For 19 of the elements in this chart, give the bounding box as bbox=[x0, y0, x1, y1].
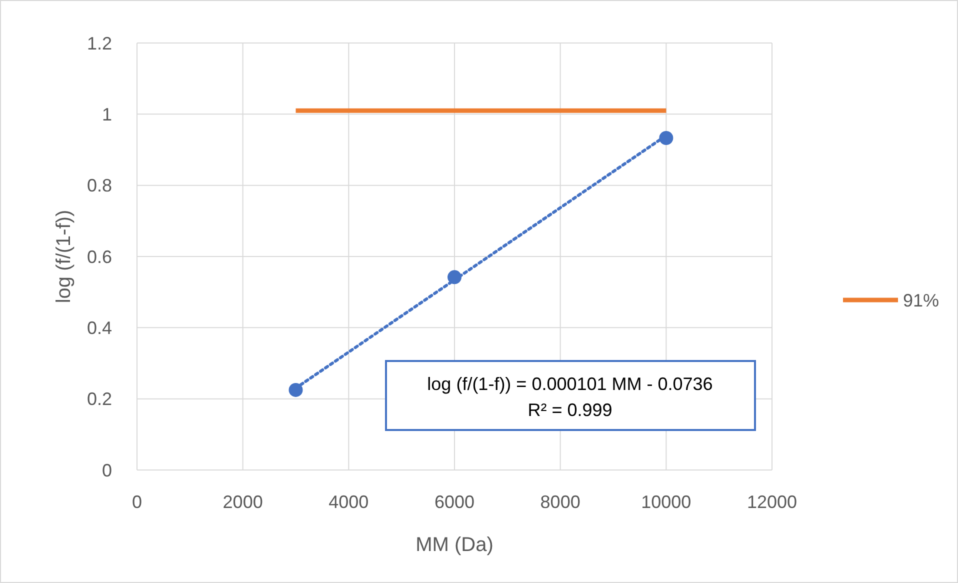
y-tick-label: 0.2 bbox=[86, 389, 112, 410]
y-tick-label: 1.2 bbox=[86, 33, 112, 54]
y-tick-label: 0.8 bbox=[86, 176, 112, 196]
y-tick-label: 0.4 bbox=[86, 318, 112, 338]
x-tick-label: 10000 bbox=[641, 492, 692, 512]
y-tick-label: 0.6 bbox=[86, 246, 112, 267]
x-tick-label: 4000 bbox=[328, 492, 369, 512]
y-axis-title: log (f/(1-f)) bbox=[53, 210, 75, 304]
x-tick-label: 0 bbox=[132, 492, 142, 512]
annotation: R² = 0.999 bbox=[528, 400, 612, 420]
x-tick-label: 8000 bbox=[540, 492, 580, 512]
legend-label: 91% bbox=[903, 290, 940, 310]
y-tick-label: 1 bbox=[102, 104, 112, 124]
x-tick-label: 2000 bbox=[222, 492, 263, 512]
x-tick-label: 12000 bbox=[746, 492, 798, 512]
x-tick-label: 6000 bbox=[434, 492, 475, 512]
annotation: log (f/(1-f)) = 0.000101 MM - 0.0736 bbox=[427, 374, 713, 394]
y-tick-label: 0 bbox=[102, 460, 112, 480]
x-axis-title: MM (Da) bbox=[416, 534, 494, 556]
